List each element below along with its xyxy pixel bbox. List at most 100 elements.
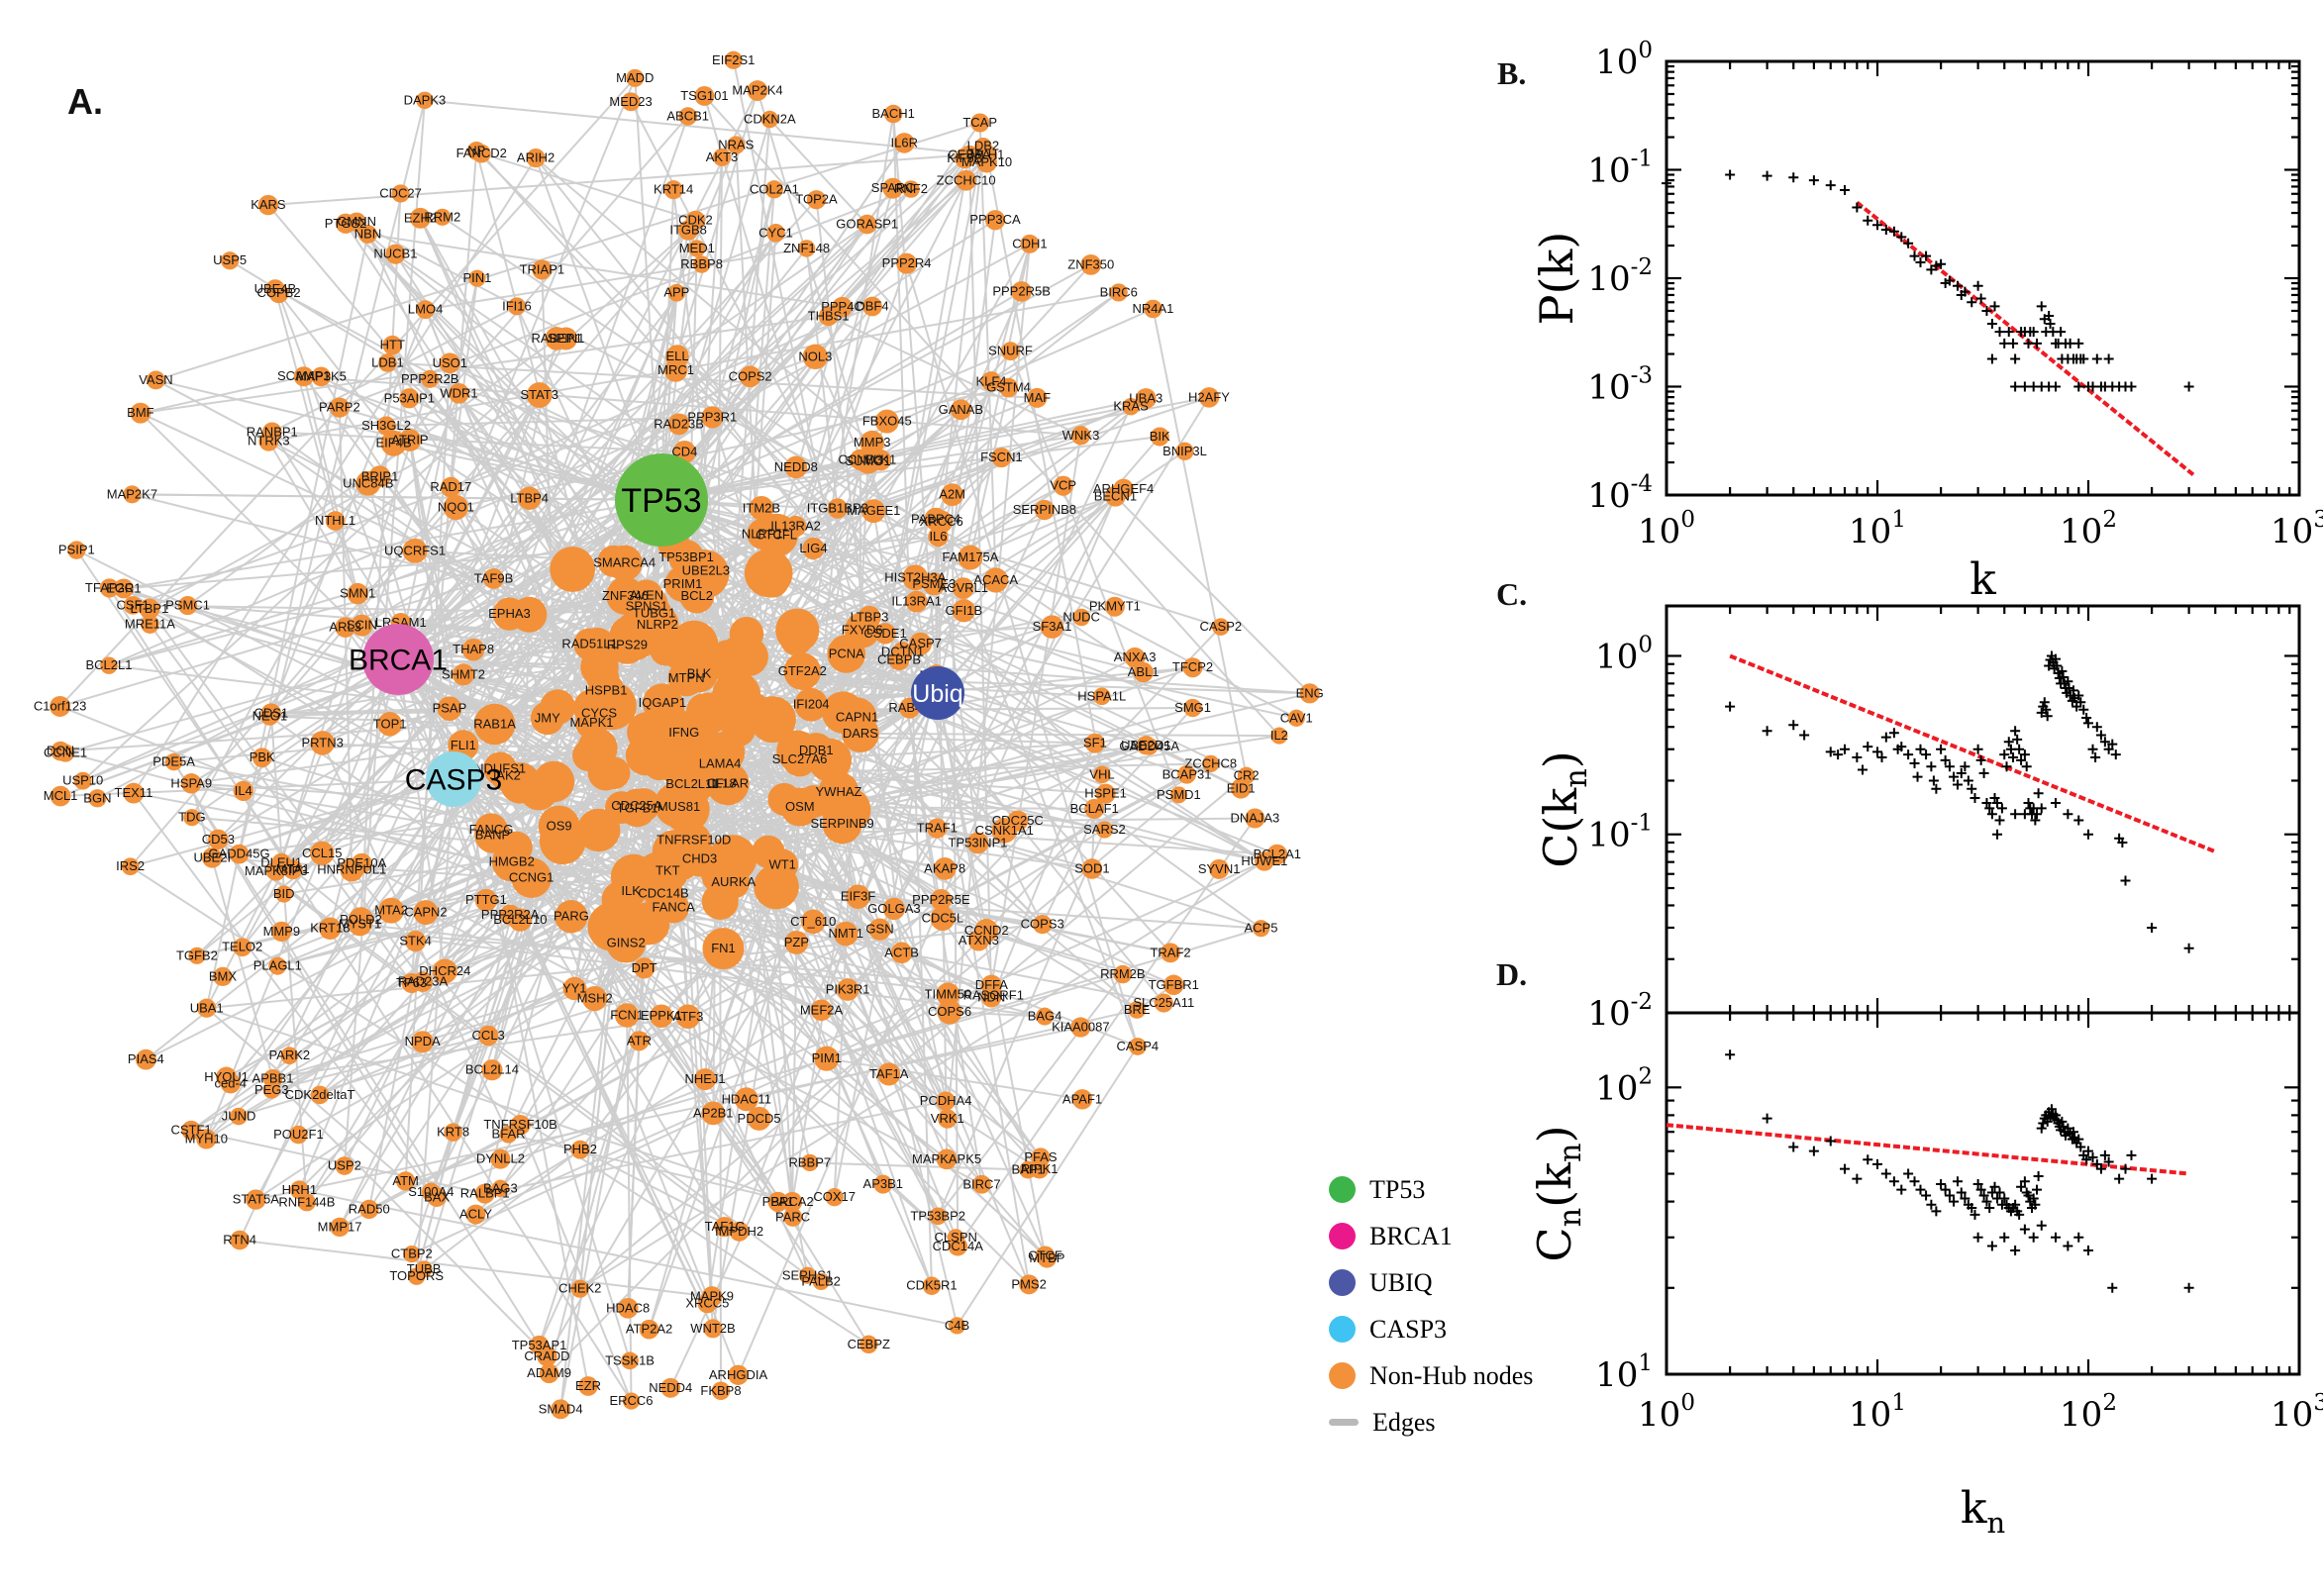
gene-label: CSTF1	[170, 1123, 211, 1138]
network-node	[974, 919, 999, 944]
network-node	[802, 344, 829, 370]
data-point-marker	[2028, 327, 2039, 338]
network-edge	[992, 743, 1096, 996]
y-tick-label: 101	[1595, 1350, 1653, 1395]
gene-label: ARIH2	[517, 150, 555, 165]
gene-label: MMP17	[318, 1219, 362, 1234]
data-point-marker	[1986, 809, 1997, 820]
network-node	[614, 1003, 640, 1028]
network-node	[474, 888, 498, 912]
data-point-marker	[1903, 1168, 1914, 1179]
gene-label: PIAS4	[128, 1051, 164, 1066]
gene-label: SARS2	[1083, 822, 1126, 837]
network-edge	[267, 441, 399, 660]
gene-label: RANBP1	[247, 424, 298, 439]
data-point-marker	[1863, 742, 1873, 752]
data-point-marker	[2033, 1171, 2044, 1182]
network-node	[1053, 475, 1073, 496]
network-node	[950, 399, 971, 421]
gene-label: PPP2R5E	[912, 892, 970, 907]
data-point-marker	[1762, 726, 1772, 737]
gene-label: ITGB1BP3	[807, 501, 868, 516]
network-node	[784, 931, 809, 954]
network-node	[1072, 608, 1090, 627]
data-point-marker	[2036, 1220, 2047, 1231]
network-node	[233, 938, 252, 957]
gene-label: MYH10	[185, 1131, 228, 1146]
gene-label: HDAC8	[606, 1300, 650, 1315]
network-node	[1104, 596, 1125, 617]
nonhub-swatch-icon	[1329, 1362, 1356, 1389]
gene-label: JUND	[222, 1109, 256, 1124]
network-node	[181, 773, 202, 794]
network-node	[233, 780, 253, 801]
gene-label: EZR	[575, 1378, 601, 1393]
gene-label: PIN1	[462, 270, 491, 285]
gene-label: PSMC1	[165, 598, 210, 613]
network-node	[766, 224, 785, 243]
network-node	[1001, 342, 1020, 361]
gene-label: RAD23B	[654, 416, 704, 431]
gene-label: TP63	[396, 975, 427, 990]
network-node	[401, 972, 422, 993]
y-tick-label: 10-2	[1587, 989, 1653, 1034]
network-node	[402, 538, 428, 563]
network-node	[439, 352, 460, 374]
gene-label: CAPN1	[836, 709, 878, 724]
network-node	[289, 1125, 308, 1145]
data-point-marker	[2021, 761, 2032, 772]
network-node	[861, 499, 886, 524]
data-point-marker	[2010, 809, 2021, 820]
legend-item-ubiq: UBIQ	[1329, 1259, 1533, 1306]
network-edge	[408, 440, 454, 780]
network-node	[230, 1107, 248, 1126]
network-node	[862, 296, 882, 317]
data-point-marker	[2061, 1130, 2071, 1141]
gene-label: MLH1	[970, 148, 1005, 162]
gene-label: BCL2L1	[85, 657, 132, 672]
gene-label: BAP1	[1012, 1162, 1045, 1177]
network-node	[877, 1062, 901, 1086]
network-node	[130, 402, 152, 424]
data-point-marker	[2068, 1127, 2078, 1138]
gene-label: PCNA	[829, 646, 864, 660]
network-node	[1093, 765, 1111, 784]
network-node	[664, 713, 704, 752]
gene-label: PFAS	[1024, 1149, 1058, 1164]
y-tick-label: 102	[1595, 1063, 1653, 1108]
network-node	[474, 1183, 495, 1204]
network-node	[678, 107, 697, 126]
gene-label: CCND2	[964, 923, 1009, 938]
gene-label: SF3A1	[1033, 619, 1072, 634]
network-node	[135, 1048, 156, 1070]
data-point-marker	[2019, 1176, 2030, 1187]
gene-label: NTHL1	[315, 513, 355, 528]
gene-label: DAPK3	[404, 92, 447, 107]
network-edge	[956, 1046, 1139, 1327]
network-node	[874, 409, 899, 434]
network-node	[801, 909, 826, 935]
network-node	[798, 1266, 817, 1284]
network-node	[499, 904, 521, 926]
x-tick-label: 101	[1849, 1390, 1906, 1435]
data-point-marker	[1888, 226, 1899, 237]
gene-label: USP2	[328, 1158, 361, 1173]
data-point-marker	[2010, 726, 2021, 737]
gene-label: SMN1	[340, 586, 375, 601]
network-node	[555, 327, 578, 350]
gene-label: BFAR	[492, 1127, 526, 1142]
network-node	[734, 1087, 758, 1112]
data-point-marker	[2107, 739, 2118, 749]
gene-label: BRCA2	[770, 1194, 813, 1209]
data-point-marker	[1915, 1184, 1926, 1195]
network-node	[382, 335, 403, 355]
y-tick-label: 10-1	[1587, 147, 1653, 191]
network-node	[724, 50, 743, 69]
gene-label: COPS2	[729, 368, 772, 383]
network-edge	[1114, 495, 1311, 695]
gene-label: CDS1	[253, 706, 288, 721]
data-point-marker	[2107, 1282, 2118, 1293]
gene-label: ITM2B	[743, 500, 780, 515]
network-node	[663, 180, 683, 200]
network-node	[760, 110, 779, 129]
